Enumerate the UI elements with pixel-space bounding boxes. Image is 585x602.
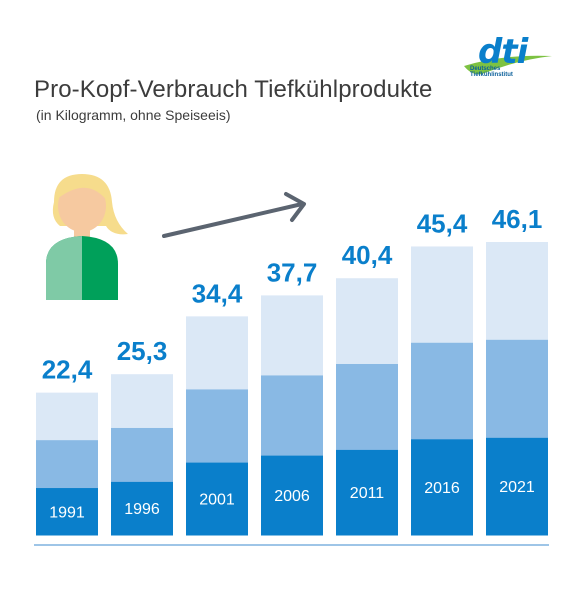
bar-segment-2001-2 [186, 389, 248, 463]
bar-segment-2016-1 [411, 438, 473, 536]
bar-segment-2016-2 [411, 342, 473, 440]
bar-segment-2006-2 [261, 375, 323, 456]
logo-swoosh-icon [464, 55, 552, 75]
bar-segment-2021-3 [486, 242, 548, 340]
bar-segment-1991-3 [36, 392, 98, 441]
bar-segment-2001-3 [186, 316, 248, 390]
x-tick-label: 2001 [199, 492, 235, 509]
trend-arrow-icon [162, 192, 306, 238]
x-tick-label: 2021 [499, 479, 535, 496]
logo-brand: dti [478, 32, 528, 72]
bar-segment-2006-1 [261, 455, 323, 536]
bar-segment-1996-2 [111, 427, 173, 482]
data-label: 22,4 [42, 355, 93, 385]
bar-segment-2011-2 [336, 363, 398, 450]
data-label: 37,7 [267, 257, 318, 287]
x-tick-label: 1996 [124, 501, 160, 518]
data-label: 34,4 [192, 278, 243, 308]
x-tick-label: 1991 [49, 504, 85, 521]
bar-segment-1991-1 [36, 487, 98, 536]
data-label: 46,1 [492, 204, 543, 234]
page-title: Pro-Kopf-Verbrauch Tiefkühlprodukte [34, 76, 433, 103]
x-tick-label: 2011 [350, 485, 385, 502]
bar-segment-2011-3 [336, 278, 398, 364]
bar-segment-1991-2 [36, 440, 98, 489]
person-icon [46, 174, 128, 300]
bar-segment-2001-1 [186, 462, 248, 536]
logo-tagline-line2: Tiefkühlinstitut [470, 72, 513, 78]
bar-segment-2021-1 [486, 437, 548, 536]
logo-tagline: Deutsches Tiefkühlinstitut [470, 66, 513, 78]
bar-segment-1996-3 [111, 374, 173, 428]
logo-tagline-line1: Deutsches [470, 66, 501, 72]
data-label: 45,4 [417, 208, 468, 238]
x-tick-label: 2006 [274, 488, 310, 505]
x-tick-label: 2016 [424, 480, 460, 497]
data-label: 40,4 [342, 240, 393, 270]
dti-logo: dti Deutsches Tiefkühlinstitut [462, 32, 554, 84]
bar-segment-2016-3 [411, 246, 473, 343]
page-subtitle: (in Kilogramm, ohne Speiseeis) [36, 107, 231, 123]
data-label: 25,3 [117, 336, 168, 366]
bar-segment-2021-2 [486, 339, 548, 438]
bar-segment-2006-3 [261, 295, 323, 376]
bar-segment-1996-1 [111, 481, 173, 536]
bar-segment-2011-1 [336, 449, 398, 536]
